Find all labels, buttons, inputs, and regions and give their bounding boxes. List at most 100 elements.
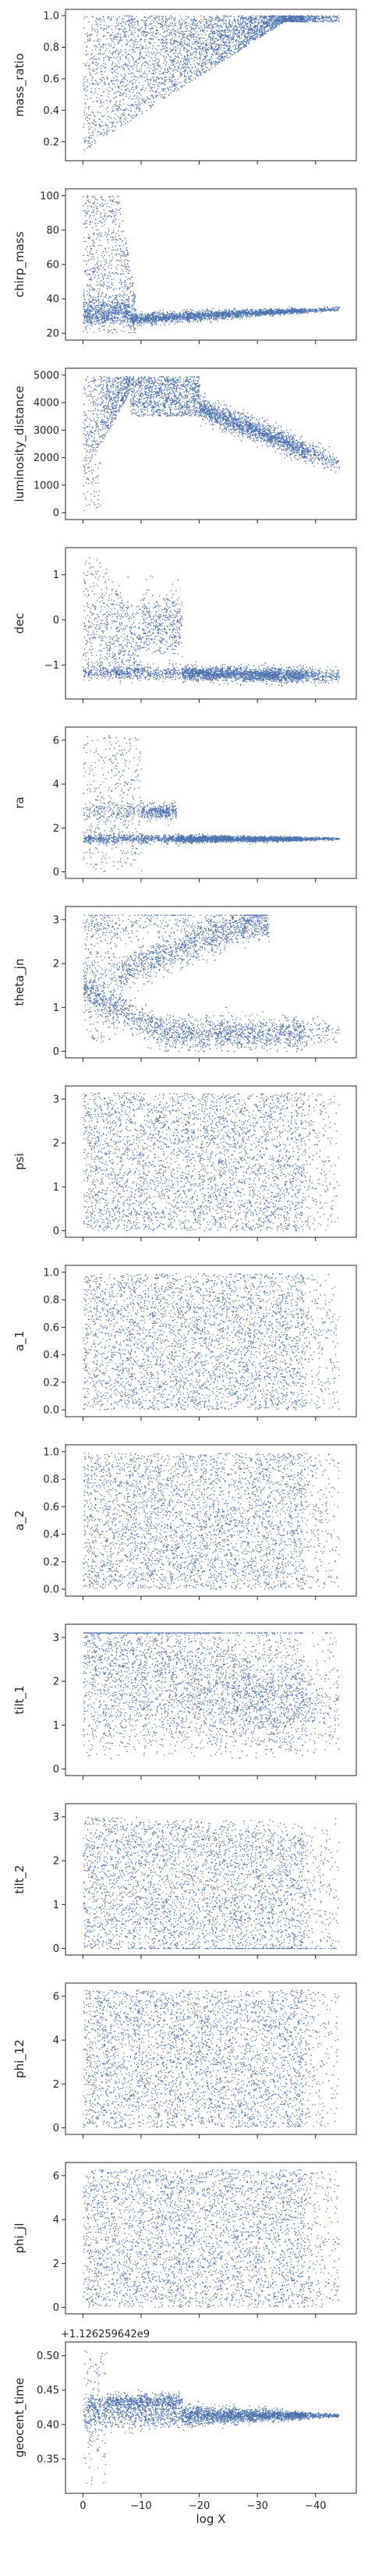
y-tick-label: 0 (53, 2302, 59, 2314)
axes-frame (65, 906, 357, 1059)
y-tick-label: 0.8 (43, 1295, 59, 1307)
y-tick-label: 0.6 (43, 1502, 59, 1513)
y-axis-label: a_2 (12, 1510, 27, 1531)
x-tick-label: −20 (189, 2500, 210, 2512)
offset-text: +1.126259642e9 (61, 2329, 150, 2340)
y-tick-label: 0.45 (37, 2385, 59, 2397)
y-axis-label: tilt_2 (12, 1865, 27, 1893)
y-tick-label: 4 (53, 2215, 59, 2227)
scatter-points (83, 1632, 340, 1759)
y-tick-label: 0.6 (43, 73, 59, 85)
scatter-points (83, 1989, 339, 2129)
axes-frame (65, 547, 357, 700)
y-axis-label: ra (12, 797, 27, 808)
y-tick-label: 0.8 (43, 42, 59, 54)
panel-a-1: 0.0 0.2 0.4 0.6 0.8 1.0 a_1 (12, 1265, 357, 1421)
y-tick-label: 0 (53, 1226, 59, 1237)
panel-tilt-1: 0 1 2 3 tilt_1 (12, 1623, 357, 1779)
axes-frame (65, 1265, 357, 1418)
y-tick-label: 1 (53, 1182, 59, 1194)
y-tick-label: 0.40 (37, 2419, 59, 2431)
y-tick-label: 3 (53, 1094, 59, 1105)
y-tick-label: 1.0 (43, 11, 59, 23)
y-tick-label: 0.4 (43, 1529, 59, 1541)
y-tick-label: 6 (53, 735, 59, 747)
panels: 0.20.40.60.81.0mass_ratio20406080100chir… (12, 9, 357, 2526)
panel-dec: −1 0 1 dec (12, 547, 357, 703)
scatter-points (83, 2351, 340, 2486)
y-tick-label: 4000 (34, 398, 59, 410)
y-axis-label: geocent_time (12, 2378, 27, 2457)
x-tick-label: −40 (305, 2500, 326, 2512)
y-axis-label: dec (12, 613, 27, 634)
y-tick-label: −1 (44, 660, 59, 672)
y-tick-label: 0 (53, 615, 59, 626)
y-tick-label: 40 (46, 294, 59, 306)
y-tick-label: 2 (53, 823, 59, 835)
panel-phi-12: 0 2 4 6 phi_12 (12, 1982, 357, 2138)
y-tick-label: 100 (40, 190, 59, 202)
y-axis-label: a_1 (12, 1331, 27, 1351)
y-tick-label: 4 (53, 2035, 59, 2047)
axes-frame (65, 1982, 357, 2135)
scatter-points (83, 15, 340, 151)
axes-frame (65, 367, 357, 520)
y-tick-label: 0.0 (43, 1405, 59, 1417)
y-axis-label: theta_jn (12, 959, 27, 1006)
y-tick-label: 20 (46, 328, 59, 340)
y-axis-label: chirp_mass (12, 232, 27, 298)
scatter-points (83, 1453, 340, 1590)
y-tick-label: 0.0 (43, 1584, 59, 1596)
scatter-points (83, 2169, 340, 2308)
y-axis-label: tilt_1 (12, 1685, 27, 1714)
y-tick-label: 0.6 (43, 1322, 59, 1334)
y-tick-label: 0.2 (43, 1556, 59, 1568)
y-tick-label: 60 (46, 260, 59, 271)
y-tick-label: 6 (53, 2170, 59, 2182)
axes-frame (65, 1623, 357, 1776)
scatter-points (83, 1816, 340, 1950)
panel-geocent-time: 0.35 0.40 0.45 0.50 0 −10 −20 −30 −40 geocent_tim… (12, 2329, 357, 2526)
y-tick-label: 0.4 (43, 105, 59, 117)
x-tick-label: −10 (130, 2500, 151, 2512)
y-tick-label: 4 (53, 779, 59, 791)
panel-theta-jn: 0 1 2 3 theta_jn (12, 906, 357, 1062)
y-axis-label: phi_12 (12, 2039, 27, 2078)
y-tick-label: 80 (46, 225, 59, 236)
panel-ra: 0 2 4 6 ra (12, 726, 357, 882)
y-axis-label: phi_jl (12, 2223, 27, 2253)
axes-frame (65, 1444, 357, 1597)
y-tick-label: 1 (53, 1900, 59, 1911)
panel-mass-ratio: 0.2 0.4 0.6 0.8 1.0 mass_ratio (12, 9, 357, 165)
scatter-points (83, 195, 340, 334)
axes-frame (65, 726, 357, 879)
y-tick-label: 0 (53, 508, 59, 520)
y-tick-label: 0.4 (43, 1350, 59, 1361)
y-tick-label: 3 (53, 1632, 59, 1644)
axes-frame (65, 2162, 357, 2315)
y-tick-label: 6 (53, 1991, 59, 2003)
y-tick-label: 0 (53, 1046, 59, 1058)
axes-frame (65, 1085, 357, 1238)
y-tick-label: 2 (53, 2258, 59, 2270)
panel-phi-jl: 0 2 4 6 phi_jl (12, 2162, 357, 2318)
panel-chirp-mass: 20 40 60 80 100 chirp_mass (12, 188, 357, 344)
y-axis-label: luminosity_distance (12, 386, 27, 502)
panel-a-2: 0.0 0.2 0.4 0.6 0.8 1.0 a_2 (12, 1444, 357, 1600)
scatter-points (83, 557, 340, 687)
x-tick-label: −30 (246, 2500, 267, 2512)
x-tick-label: 0 (80, 2500, 86, 2512)
y-tick-label: 0.8 (43, 1474, 59, 1486)
y-tick-label: 1 (53, 1720, 59, 1732)
axes-frame (65, 1803, 357, 1956)
y-tick-label: 0.2 (43, 137, 59, 148)
scatter-points (83, 375, 340, 512)
y-tick-label: 3 (53, 1811, 59, 1823)
y-axis-label: mass_ratio (12, 53, 27, 117)
y-tick-label: 1 (53, 1002, 59, 1014)
panel-psi: 0 1 2 3 psi (12, 1085, 357, 1241)
y-tick-label: 3 (53, 914, 59, 926)
y-tick-label: 0 (53, 1764, 59, 1776)
y-tick-label: 1.0 (43, 1446, 59, 1458)
